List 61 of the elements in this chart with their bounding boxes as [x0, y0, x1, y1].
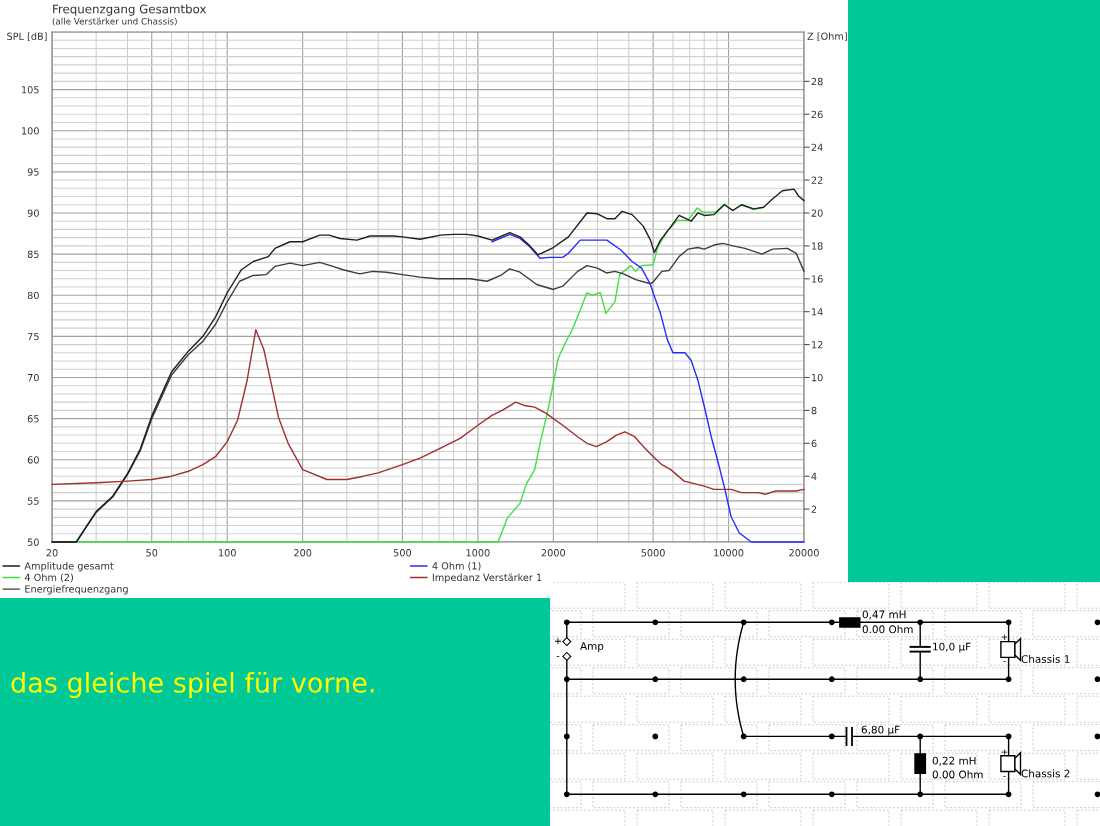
y-tick-label: 80	[27, 291, 39, 300]
y2-tick-label: 22	[811, 176, 823, 184]
text: +	[554, 638, 562, 645]
text: 10,0 µF	[933, 642, 971, 653]
y2-tick-label: 20	[811, 209, 823, 217]
chart-subtitle: (alle Verstärker und Chassis)	[52, 17, 177, 26]
y-tick-label: 75	[27, 332, 39, 341]
y2-tick-label: 8	[811, 406, 817, 415]
y2-tick-label: 10	[812, 373, 823, 382]
x-tick-label: 50	[146, 549, 158, 557]
y-tick-label: 105	[22, 86, 39, 94]
chart-title: Frequenzgang Gesamtbox	[53, 4, 207, 16]
text: 0,22 mH	[932, 756, 976, 766]
y2-tick-label: 18	[812, 242, 823, 250]
text: 0.00 Ohm	[862, 625, 913, 634]
text: Chassis 1	[1021, 654, 1070, 664]
legend-label: Impedanz Verstärker 1	[432, 573, 542, 583]
y-tick-label: 60	[27, 456, 39, 464]
text: -	[556, 656, 560, 657]
y2-tick-label: 26	[811, 110, 823, 119]
text: -	[1003, 776, 1006, 777]
y-tick-label: 65	[27, 415, 39, 423]
y-tick-label: 100	[22, 127, 39, 135]
legend-label: 4 Ohm (1)	[432, 562, 481, 571]
text: +	[1001, 749, 1008, 755]
text: 6,80 µF	[861, 725, 900, 736]
x-tick-label: 5000	[641, 549, 665, 557]
y-tick-label: 85	[27, 250, 39, 258]
text: Amp	[580, 642, 604, 653]
x-tick-label: 20	[46, 549, 58, 557]
y-tick-label: 55	[27, 497, 39, 505]
x-tick-label: 10000	[714, 549, 744, 557]
y2-tick-label: 16	[812, 275, 823, 283]
y-tick-label: 70	[27, 373, 39, 382]
y2-tick-label: 24	[811, 143, 823, 151]
y-tick-label: 50	[27, 538, 39, 546]
text: das gleiche spiel für vorne.	[11, 671, 374, 699]
legend-label: Amplitude gesamt	[24, 562, 114, 572]
x-tick-label: 1000	[466, 549, 490, 557]
y2-tick-label: 12	[812, 341, 823, 349]
y2-axis-title: Z [Ohm]	[807, 32, 847, 42]
y-axis-title: SPL [dB]	[7, 32, 47, 42]
x-tick-label: 2000	[541, 549, 566, 557]
y2-tick-label: 14	[812, 308, 823, 316]
legend-label: 4 Ohm (2)	[24, 573, 73, 583]
text: 0,47 mH	[862, 610, 906, 620]
y-tick-label: 95	[27, 168, 39, 176]
y-tick-label: 90	[27, 209, 39, 217]
text: +	[1001, 634, 1008, 640]
text: Chassis 2	[1021, 769, 1070, 778]
y2-tick-label: 2	[811, 505, 817, 513]
text: 0.00 Ohm	[932, 770, 983, 779]
x-tick-label: 200	[294, 549, 312, 557]
legend-label: Energiefrequenzgang	[25, 585, 128, 595]
y2-tick-label: 6	[811, 439, 817, 448]
x-tick-label: 100	[219, 549, 236, 557]
x-tick-label: 20000	[789, 549, 819, 557]
text: -	[1003, 661, 1006, 662]
x-tick-label: 500	[393, 549, 412, 557]
y2-tick-label: 4	[811, 472, 817, 480]
y2-tick-label: 28	[811, 77, 823, 86]
